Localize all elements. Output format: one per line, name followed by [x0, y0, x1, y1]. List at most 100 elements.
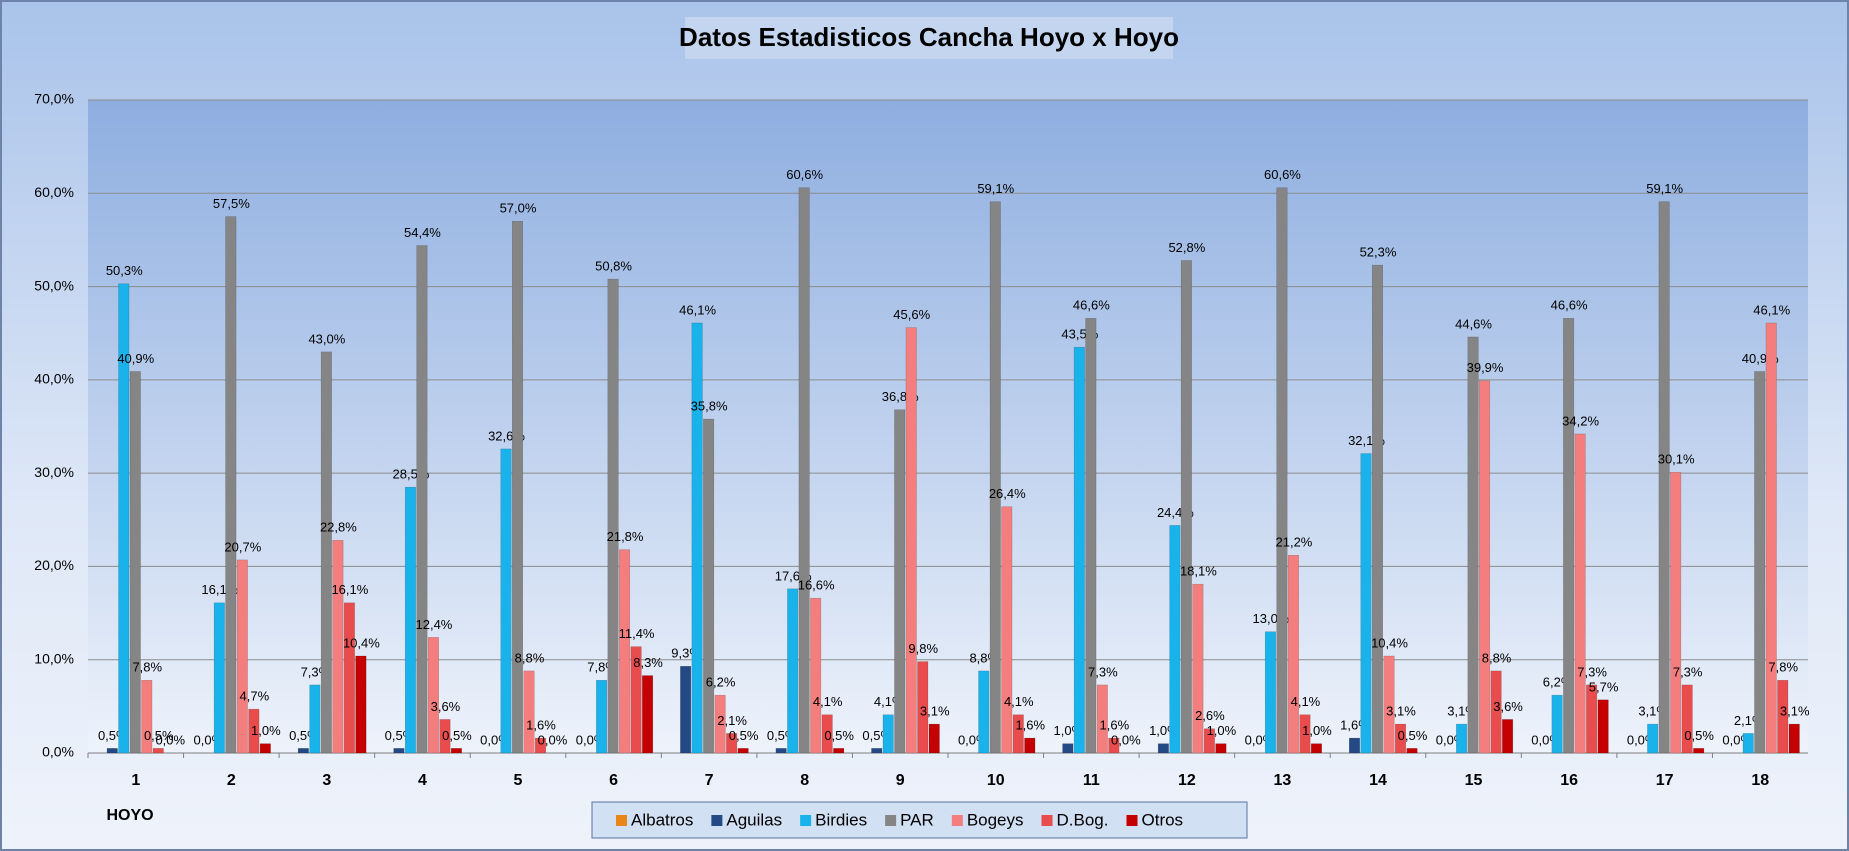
- data-label: 30,1%: [1658, 452, 1695, 467]
- bar: [1024, 737, 1036, 754]
- bar: [355, 655, 367, 754]
- data-label: 34,2%: [1562, 413, 1599, 428]
- data-label: 22,8%: [320, 520, 357, 535]
- x-tick-label: 18: [1751, 772, 1769, 789]
- bar: [871, 748, 883, 754]
- y-tick-label: 30,0%: [34, 464, 74, 480]
- bar: [1658, 201, 1670, 754]
- bar: [1215, 743, 1227, 754]
- legend-label: Birdies: [815, 810, 867, 829]
- data-label: 0,5%: [729, 728, 759, 743]
- data-label: 59,1%: [1646, 181, 1683, 196]
- data-label: 7,8%: [132, 660, 162, 675]
- bar: [309, 684, 321, 754]
- bar: [1586, 684, 1598, 754]
- x-tick-label: 6: [609, 772, 618, 789]
- bar: [1693, 748, 1705, 754]
- bar: [500, 448, 512, 754]
- bar: [642, 675, 654, 754]
- data-label: 0,5%: [824, 728, 854, 743]
- data-label: 0,5%: [1684, 728, 1714, 743]
- data-label: 45,6%: [893, 307, 930, 322]
- data-label: 7,8%: [1768, 660, 1798, 675]
- legend-swatch: [1041, 815, 1053, 826]
- bar: [118, 283, 130, 754]
- bar: [1157, 743, 1169, 754]
- data-label: 7,3%: [1577, 664, 1607, 679]
- x-tick-label: 2: [227, 772, 236, 789]
- data-label: 3,6%: [431, 699, 461, 714]
- bar: [404, 486, 416, 754]
- bar: [1169, 525, 1181, 754]
- x-tick-label: 9: [896, 772, 905, 789]
- bar: [1788, 723, 1800, 754]
- bar: [798, 187, 810, 754]
- bar: [1299, 714, 1311, 754]
- plot-area: [88, 100, 1808, 753]
- data-label: 6,2%: [706, 675, 736, 690]
- legend-swatch: [885, 815, 897, 826]
- data-label: 50,8%: [595, 259, 632, 274]
- bar: [894, 409, 906, 754]
- bar: [1563, 318, 1575, 754]
- bar: [882, 714, 894, 754]
- bar: [1062, 743, 1074, 754]
- data-label: 2,1%: [717, 713, 747, 728]
- x-tick-label: 14: [1369, 772, 1387, 789]
- x-tick-label: 11: [1083, 772, 1100, 789]
- bar: [714, 694, 726, 754]
- bar: [1264, 631, 1276, 754]
- legend-label: Albatros: [631, 810, 693, 829]
- y-tick-label: 40,0%: [34, 371, 74, 387]
- data-label: 46,1%: [1753, 302, 1790, 317]
- bar: [810, 597, 822, 754]
- data-label: 7,3%: [1673, 664, 1703, 679]
- data-label: 8,3%: [633, 655, 663, 670]
- data-label: 4,1%: [813, 694, 843, 709]
- legend-label: Bogeys: [967, 810, 1024, 829]
- data-label: 9,8%: [908, 641, 938, 656]
- data-label: 3,1%: [1780, 704, 1810, 719]
- data-label: 60,6%: [786, 167, 823, 182]
- bar: [596, 679, 608, 754]
- bar: [320, 351, 332, 754]
- bar: [1456, 723, 1468, 754]
- legend-box: [591, 801, 1248, 839]
- bar: [1310, 743, 1322, 754]
- data-label: 59,1%: [977, 181, 1014, 196]
- data-label: 12,4%: [416, 617, 453, 632]
- bar: [1192, 583, 1204, 754]
- bar: [512, 221, 523, 754]
- data-label: 3,1%: [1386, 704, 1416, 719]
- bar: [680, 665, 692, 754]
- bar: [1502, 719, 1514, 754]
- data-label: 1,0%: [1302, 723, 1332, 738]
- data-label: 0,5%: [1398, 728, 1428, 743]
- bar: [737, 748, 749, 754]
- bar: [619, 549, 631, 754]
- bar: [450, 748, 462, 754]
- data-label: 3,1%: [920, 704, 950, 719]
- bar: [1383, 655, 1395, 754]
- data-label: 46,6%: [1551, 298, 1588, 313]
- bar: [726, 733, 738, 754]
- bar: [787, 588, 799, 754]
- title-box: [685, 17, 1173, 59]
- bar: [1108, 737, 1120, 754]
- legend-label: D.Bog.: [1057, 810, 1109, 829]
- data-label: 4,1%: [1291, 694, 1321, 709]
- bar: [1754, 371, 1766, 754]
- legend-label: Otros: [1142, 810, 1184, 829]
- data-label: 39,9%: [1467, 360, 1504, 375]
- bar: [439, 719, 451, 754]
- data-label: 0,5%: [144, 728, 174, 743]
- data-label: 7,3%: [1088, 664, 1118, 679]
- bar: [905, 327, 917, 754]
- data-label: 43,0%: [308, 331, 345, 346]
- bar: [1742, 733, 1754, 754]
- bar: [1276, 187, 1288, 754]
- bar: [1681, 684, 1693, 754]
- x-tick-label: 12: [1178, 772, 1196, 789]
- bar: [129, 371, 141, 754]
- data-label: 46,1%: [679, 302, 716, 317]
